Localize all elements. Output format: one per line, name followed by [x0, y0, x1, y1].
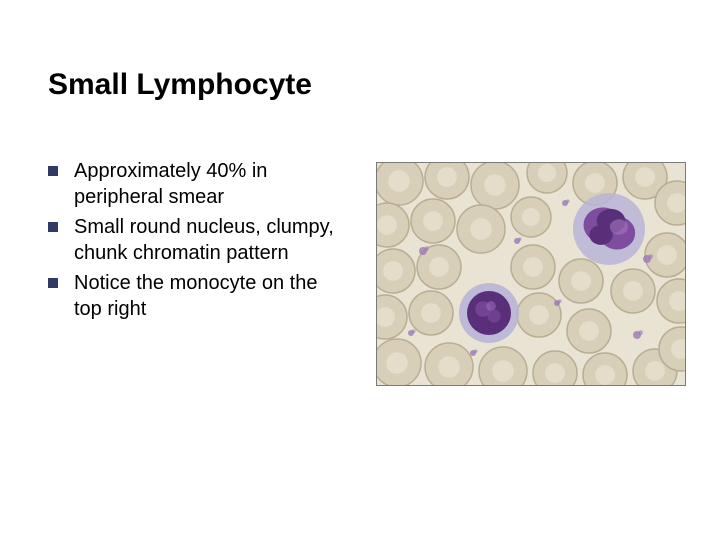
square-bullet-icon [48, 166, 58, 176]
blood-smear-micrograph [376, 162, 686, 386]
slide: Small Lymphocyte Approximately 40% in pe… [0, 0, 720, 540]
bullet-list: Approximately 40% in peripheral smear Sm… [48, 158, 348, 326]
bullet-text: Small round nucleus, clumpy, chunk chrom… [74, 214, 348, 266]
bullet-text: Approximately 40% in peripheral smear [74, 158, 348, 210]
square-bullet-icon [48, 278, 58, 288]
list-item: Notice the monocyte on the top right [48, 270, 348, 322]
micrograph-svg [377, 163, 686, 386]
list-item: Approximately 40% in peripheral smear [48, 158, 348, 210]
bullet-text: Notice the monocyte on the top right [74, 270, 348, 322]
slide-title: Small Lymphocyte [48, 68, 672, 102]
content-row: Approximately 40% in peripheral smear Sm… [48, 158, 672, 386]
list-item: Small round nucleus, clumpy, chunk chrom… [48, 214, 348, 266]
square-bullet-icon [48, 222, 58, 232]
micrograph-container [376, 162, 686, 386]
